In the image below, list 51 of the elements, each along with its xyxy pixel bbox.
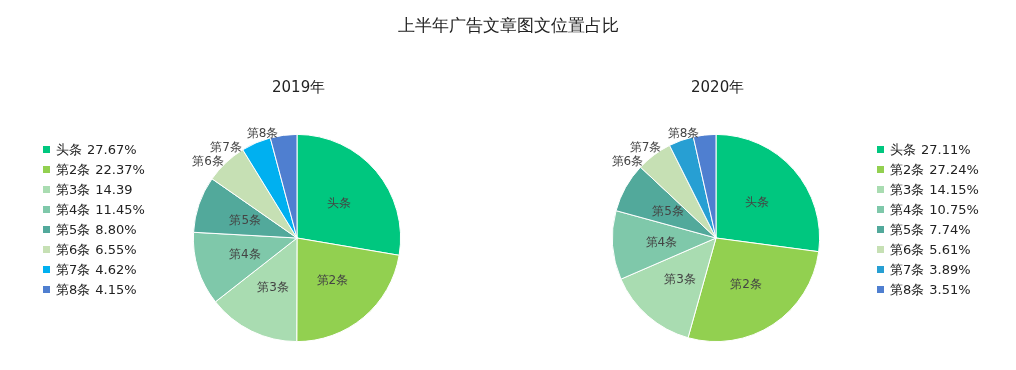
data-label: 22.37%: [95, 162, 145, 177]
legend-label: 第2条: [56, 162, 91, 177]
legend-label: 第6条: [56, 242, 91, 257]
legend-label: 头条: [890, 142, 916, 157]
legend-label: 第5条: [890, 222, 925, 237]
data-label: 4.62%: [95, 262, 137, 277]
data-label: 7.74%: [929, 222, 971, 237]
legend-label: 第6条: [890, 242, 925, 257]
slice-label: 第7条: [629, 140, 662, 155]
legend-label: 第5条: [56, 222, 91, 237]
slice-label: 第4条: [645, 234, 678, 249]
data-label: 4.15%: [95, 282, 137, 297]
slice-label: 第5条: [652, 204, 684, 219]
slice-label: 第8条: [667, 126, 700, 141]
legend-label: 第7条: [890, 262, 925, 277]
data-label: 11.45%: [95, 202, 145, 217]
data-label: 8.80%: [95, 222, 137, 237]
slice-label: 头条: [326, 195, 351, 210]
legend-label: 头条: [56, 142, 82, 157]
slice-label: 第5条: [229, 213, 262, 228]
data-label: 3.51%: [929, 282, 971, 297]
slice-label: 第3条: [664, 272, 696, 287]
data-label: 3.89%: [929, 262, 971, 277]
data-label: 14.15%: [929, 182, 979, 197]
data-label: 10.75%: [929, 202, 979, 217]
legend-label: 第2条: [890, 162, 925, 177]
legend-label: 第8条: [890, 282, 925, 297]
legend-label: 第3条: [56, 182, 91, 197]
data-label: 14.39: [95, 182, 133, 197]
text: 上半年广告文章图文位置占比: [396, 14, 620, 37]
slice-label: 第2条: [730, 276, 762, 291]
data-label: 27.24%: [929, 162, 979, 177]
legend-label: 第4条: [56, 202, 91, 217]
slice-label: 第4条: [228, 247, 261, 262]
slice-label: 第6条: [192, 154, 224, 169]
slice-label: 第3条: [257, 280, 289, 295]
data-label: 27.11%: [921, 142, 971, 157]
slice-label: 第8条: [246, 126, 279, 141]
data-label: 5.61%: [929, 242, 971, 257]
data-label: 27.67%: [87, 142, 137, 157]
slice-label: 第7条: [210, 140, 242, 155]
chart-subtitle: 2020年: [691, 77, 745, 96]
legend-label: 第8条: [56, 282, 91, 297]
slice-label: 头条: [745, 194, 770, 209]
legend-label: 第7条: [56, 262, 91, 277]
data-label: 6.55%: [95, 242, 137, 257]
chart-subtitle: 2019年: [272, 77, 326, 96]
legend-label: 第3条: [890, 182, 925, 197]
legend-label: 第4条: [890, 202, 925, 217]
slice-label: 第2条: [316, 272, 349, 287]
slice-label: 第6条: [611, 154, 644, 169]
